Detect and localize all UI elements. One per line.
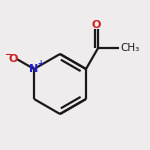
Text: N: N (29, 64, 39, 74)
Text: +: + (37, 59, 43, 68)
Text: O: O (92, 20, 101, 30)
Text: O: O (9, 54, 18, 64)
Text: CH₃: CH₃ (120, 43, 140, 53)
Text: −: − (4, 50, 12, 59)
